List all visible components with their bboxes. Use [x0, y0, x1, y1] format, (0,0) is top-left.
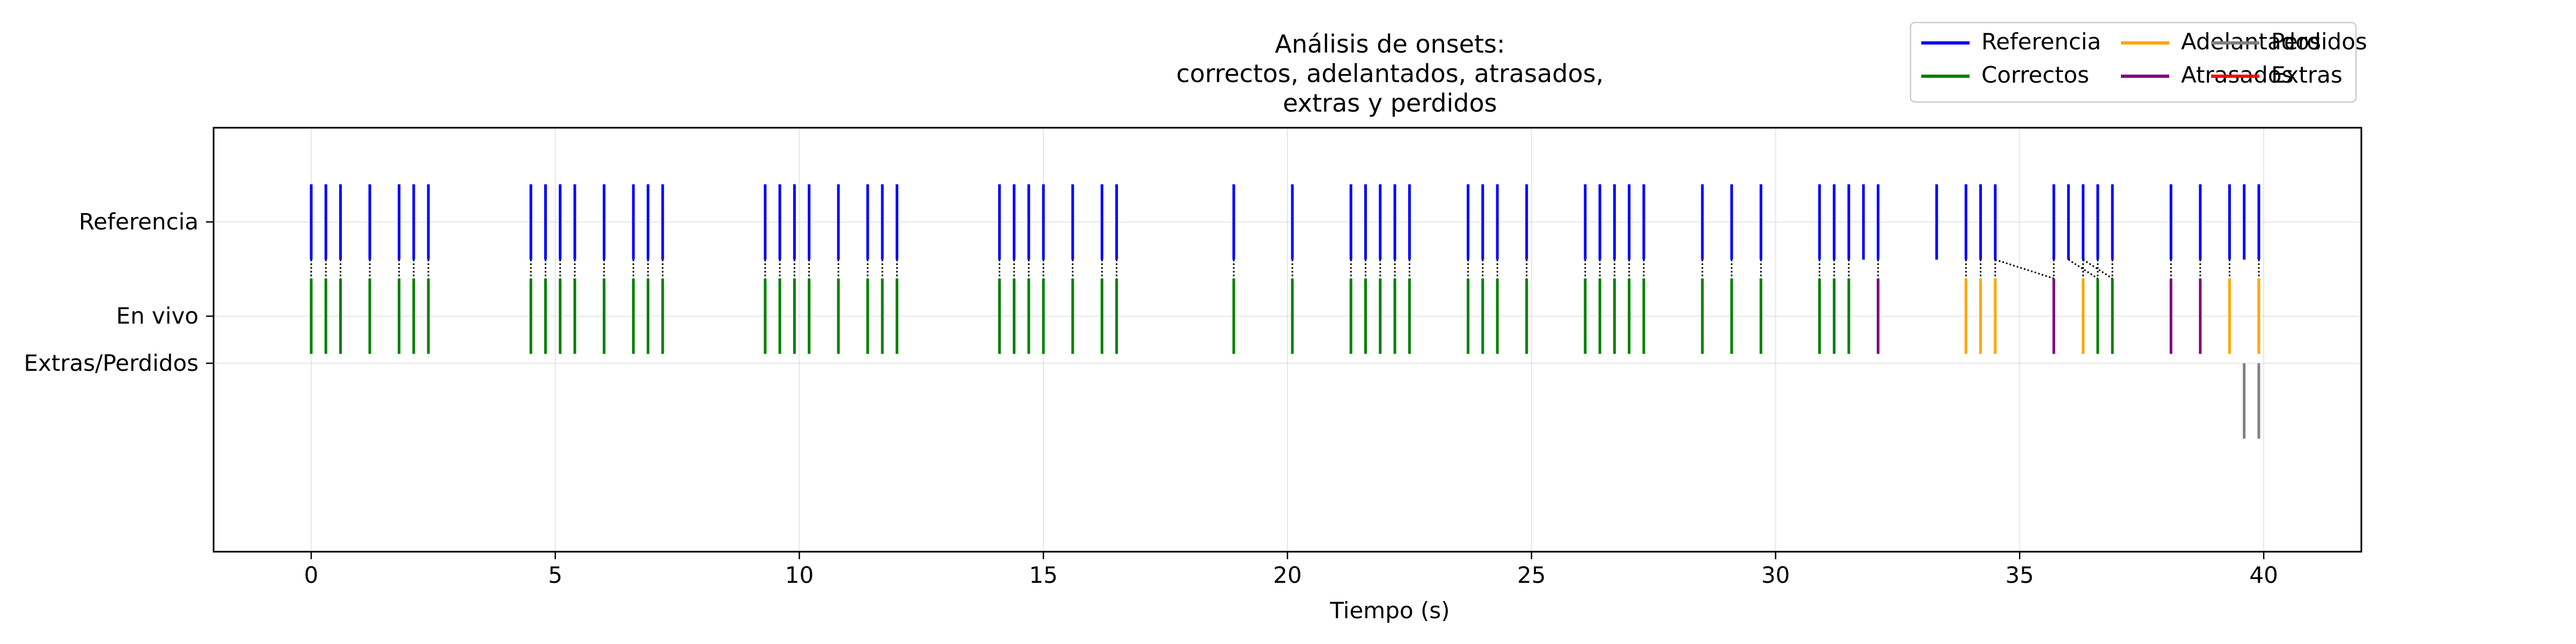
x-axis: 0 5 10 15 20 25 30 35 40 [304, 552, 2278, 588]
y-tick-label: Referencia [79, 209, 199, 235]
legend-label-perdidos: Perdidos [2271, 28, 2367, 55]
legend-label-extras: Extras [2271, 62, 2343, 88]
x-tick-label: 30 [1761, 562, 1790, 588]
x-tick-label: 35 [2006, 562, 2034, 588]
x-tick-label: 0 [304, 562, 319, 588]
x-tick-label: 25 [1517, 562, 1546, 588]
legend-label-referencia: Referencia [1981, 28, 2101, 55]
chart-title-line-3: extras y perdidos [1283, 89, 1497, 118]
x-tick-label: 20 [1273, 562, 1301, 588]
y-axis: Referencia En vivo Extras/Perdidos [24, 209, 214, 376]
x-tick-label: 15 [1029, 562, 1058, 588]
x-tick-label: 40 [2249, 562, 2278, 588]
chart-title-line-1: Análisis de onsets: [1275, 30, 1505, 58]
chart-title: Análisis de onsets: correctos, adelantad… [1176, 30, 1604, 118]
y-tick-label: Extras/Perdidos [24, 350, 199, 376]
event-marks [310, 184, 2260, 439]
chart-title-line-2: correctos, adelantados, atrasados, [1176, 59, 1604, 88]
match-lines [310, 259, 2260, 280]
y-tick-label: En vivo [116, 303, 199, 329]
x-tick-label: 5 [548, 562, 562, 588]
legend-label-correctos: Correctos [1981, 62, 2089, 88]
match-connector [1995, 259, 2054, 280]
legend: ReferenciaCorrectosAdelantadosAtrasadosP… [1909, 21, 2367, 103]
x-axis-label: Tiempo (s) [1329, 597, 1450, 624]
x-tick-label: 10 [785, 562, 814, 588]
grid [214, 128, 2361, 552]
